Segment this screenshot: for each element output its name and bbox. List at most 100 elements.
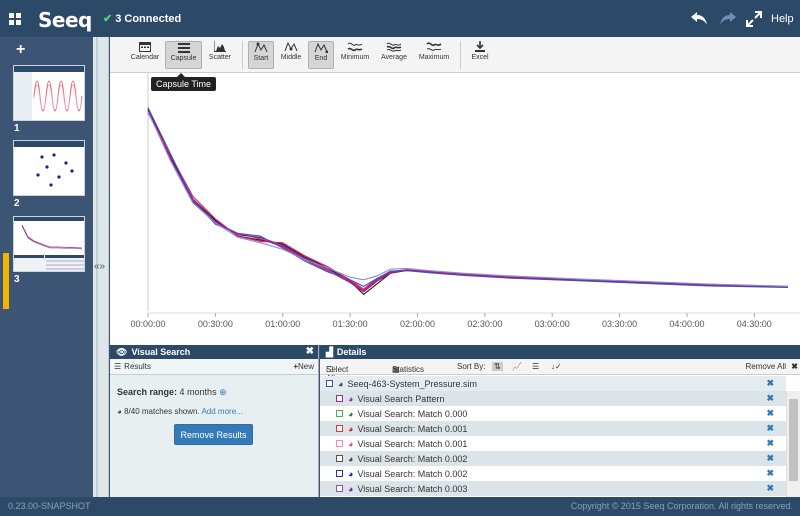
new-search-button[interactable]: +New [293, 362, 314, 371]
remove-all-button[interactable]: Remove All [745, 362, 786, 371]
undo-icon[interactable] [689, 9, 711, 29]
worksheet-thumbnail-1[interactable] [13, 65, 85, 121]
average-icon [386, 42, 402, 52]
x-tick-label: 00:00:00 [130, 319, 165, 329]
collapse-toggle-icon[interactable]: «» [94, 261, 106, 272]
sort-check-icon[interactable]: ↓✓ [551, 362, 562, 371]
capsule-time-chart[interactable]: 00:00:00 00:30:00 01:00:00 01:30:00 02:00:00… [110, 73, 800, 345]
fullscreen-icon[interactable] [743, 9, 765, 29]
series-line-1[interactable] [147, 111, 789, 293]
scatter-view-button[interactable]: Scatter [205, 41, 235, 69]
worksheet-thumbnail-2[interactable] [13, 140, 85, 196]
x-tick-label: 03:00:00 [535, 319, 570, 329]
details-item[interactable]: ◕ Visual Search: Match 0.002 ✖ [320, 466, 786, 481]
minimum-button[interactable]: Minimum [337, 41, 373, 69]
remove-item-icon[interactable]: ✖ [766, 438, 774, 448]
plus-icon: + [293, 362, 298, 371]
item-checkbox[interactable] [336, 485, 343, 492]
worksheet-number: 3 [14, 274, 20, 285]
average-button[interactable]: Average [377, 41, 411, 69]
close-icon[interactable]: ✖ [791, 362, 798, 371]
copyright-label: Copyright © 2015 Seeq Corporation. All r… [570, 501, 793, 511]
align-end-icon [314, 42, 328, 53]
item-label: Visual Search Pattern [357, 393, 445, 404]
details-item[interactable]: ◕ Visual Search: Match 0.000 ✖ [320, 406, 786, 421]
remove-item-icon[interactable]: ✖ [766, 423, 774, 433]
details-item[interactable]: ◕ Visual Search: Match 0.001 ✖ [320, 436, 786, 451]
redo-icon[interactable] [716, 9, 738, 29]
remove-item-icon[interactable]: ✖ [766, 393, 774, 403]
remove-item-icon[interactable]: ✖ [766, 408, 774, 418]
chart-plot[interactable]: 00:00:00 00:30:00 01:00:00 01:30:00 02:00:00… [110, 73, 800, 345]
sort-list-icon[interactable]: ☰ [532, 362, 540, 371]
toolbar-label: Maximum [418, 54, 450, 61]
details-item[interactable]: ◕ Visual Search Pattern ✖ [320, 391, 786, 406]
zoom-in-icon[interactable]: ⊕ [219, 387, 227, 397]
connection-status[interactable]: ✔ 3 Connected [103, 12, 181, 25]
help-link[interactable]: Help [771, 13, 794, 25]
item-checkbox[interactable] [336, 425, 343, 432]
toolbar-label: Calendar [130, 54, 160, 61]
item-checkbox[interactable] [336, 410, 343, 417]
item-checkbox[interactable] [336, 440, 343, 447]
close-icon[interactable]: ✖ [305, 346, 314, 357]
x-tick-label: 03:30:00 [602, 319, 637, 329]
chart-toolbar: Calendar Capsule Scatter Start Middle En… [110, 37, 800, 73]
remove-results-button[interactable]: Remove Results [174, 424, 253, 445]
remove-item-icon[interactable]: ✖ [766, 483, 774, 493]
series-line-4[interactable] [147, 107, 789, 289]
align-middle-button[interactable]: Middle [277, 41, 305, 69]
x-tick-label: 04:00:00 [669, 319, 704, 329]
item-label: Visual Search: Match 0.003 [357, 483, 468, 494]
item-label: Visual Search: Match 0.002 [357, 453, 468, 464]
maximum-button[interactable]: Maximum [415, 41, 453, 69]
worksheets-grid-icon[interactable] [0, 0, 30, 37]
calendar-view-button[interactable]: Calendar [128, 41, 162, 69]
series-line-5[interactable] [147, 111, 789, 287]
area-chart-icon: ▟ [326, 346, 333, 357]
item-label: Visual Search: Match 0.000 [357, 408, 468, 419]
series-line-0[interactable] [147, 108, 789, 295]
worksheet-number: 1 [14, 123, 20, 134]
remove-item-icon[interactable]: ✖ [766, 453, 774, 463]
scrollbar-thumb[interactable] [789, 399, 798, 481]
capsule-view-button[interactable]: Capsule [165, 41, 202, 69]
align-start-button[interactable]: Start [248, 41, 274, 69]
results-tab[interactable]: ☰ Results [114, 362, 151, 371]
remove-item-icon[interactable]: ✖ [766, 468, 774, 478]
item-checkbox[interactable] [336, 470, 343, 477]
item-label: Visual Search: Match 0.001 [357, 423, 468, 434]
x-tick-label: 04:30:00 [737, 319, 772, 329]
sort-by-label: Sort By: [457, 362, 486, 371]
excel-export-button[interactable]: Excel [466, 41, 494, 69]
align-end-button[interactable]: End [308, 41, 334, 69]
details-item[interactable]: ◕ Seeq-463-System_Pressure.sim ✖ [320, 376, 786, 391]
item-checkbox[interactable] [326, 380, 333, 387]
series-line-3[interactable] [147, 112, 789, 290]
add-more-link[interactable]: Add more... [201, 407, 243, 416]
align-middle-icon [284, 41, 298, 52]
worksheet-strip: + 1 2 3 [0, 37, 93, 497]
details-header: ▟ Details [320, 345, 800, 359]
series-line-2[interactable] [147, 109, 789, 291]
toolbar-label: Capsule [170, 55, 197, 62]
details-scrollbar[interactable] [786, 391, 800, 497]
signal-gauge-icon: ◕ [348, 423, 354, 434]
download-icon [475, 41, 485, 52]
remove-item-icon[interactable]: ✖ [766, 378, 774, 388]
item-checkbox[interactable] [336, 455, 343, 462]
details-item[interactable]: ◕ Visual Search: Match 0.003 ✖ [320, 481, 786, 496]
calendar-icon [139, 42, 151, 52]
x-tick-label: 02:00:00 [400, 319, 435, 329]
signal-gauge-icon: ◕ [348, 483, 354, 494]
x-tick-label: 02:30:00 [467, 319, 502, 329]
worksheet-thumbnail-3[interactable] [13, 216, 85, 272]
collapse-gutter: «» [93, 37, 109, 497]
add-worksheet-icon[interactable]: + [16, 41, 26, 58]
item-checkbox[interactable] [336, 395, 343, 402]
sort-line-chart-icon[interactable]: 📈 [512, 362, 522, 371]
details-item[interactable]: ◕ Visual Search: Match 0.002 ✖ [320, 451, 786, 466]
details-item[interactable]: ◕ Visual Search: Match 0.001 ✖ [320, 421, 786, 436]
toolbar-label: Start [253, 55, 269, 62]
sort-alpha-icon[interactable]: ⇅ [492, 362, 503, 371]
